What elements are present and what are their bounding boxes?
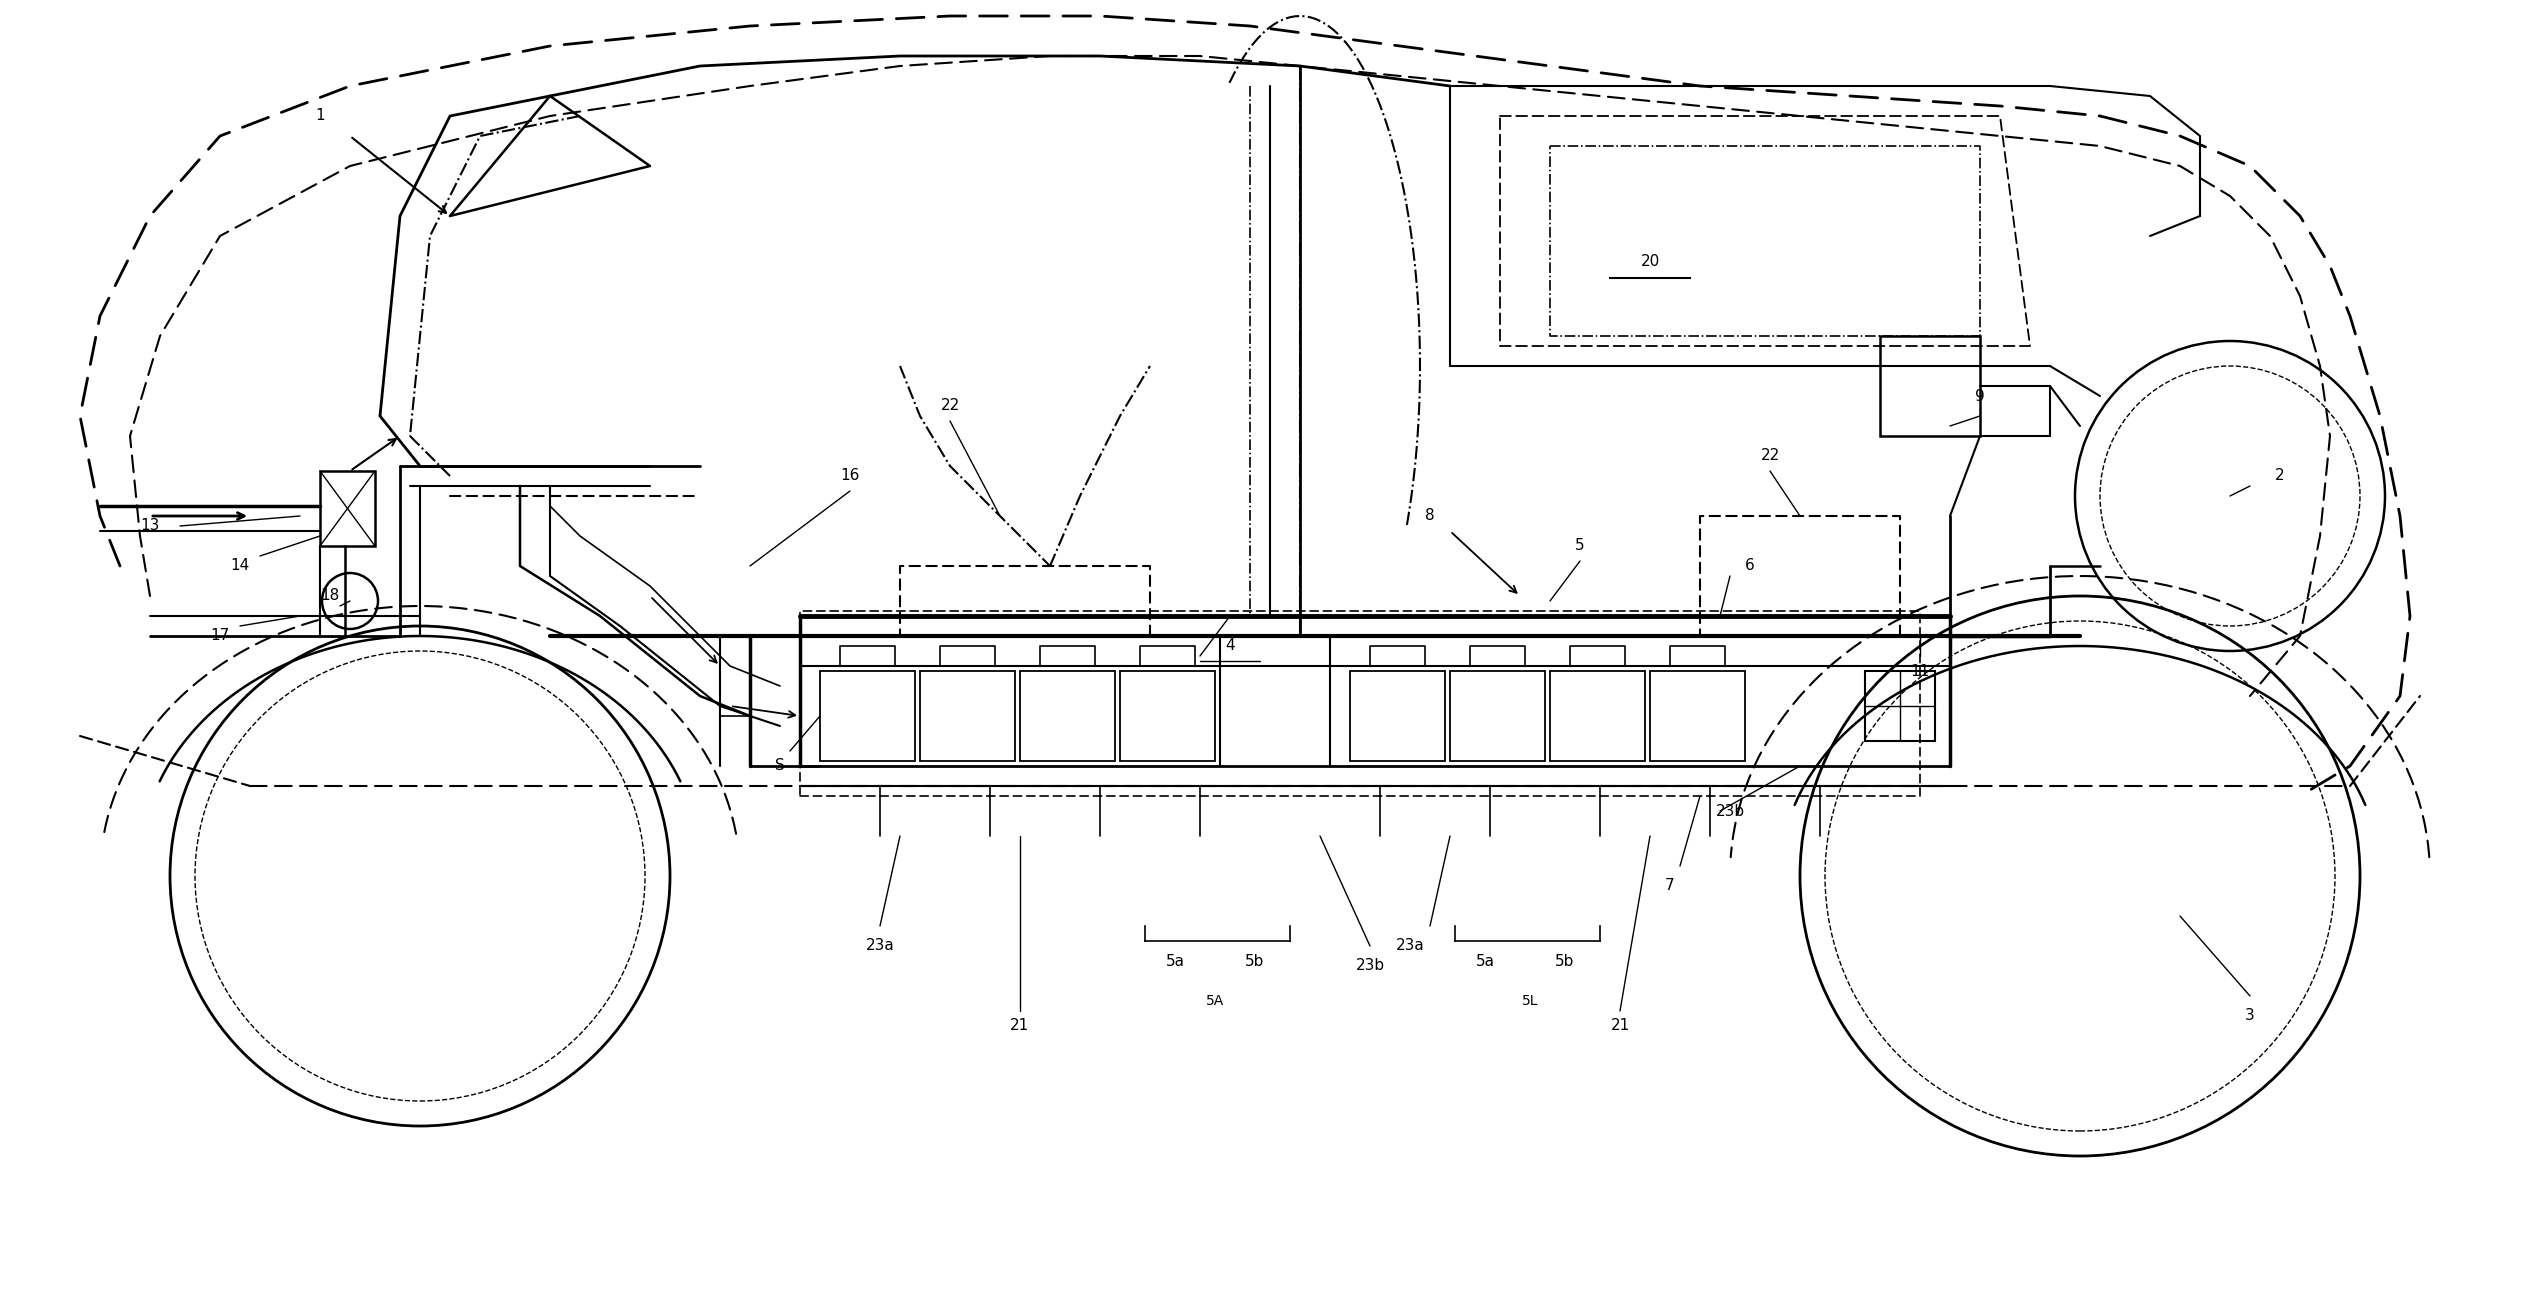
Text: 14: 14 [230, 558, 250, 574]
Text: 22: 22 [941, 399, 959, 413]
Bar [1451, 671, 1544, 761]
Text: 1: 1 [315, 108, 325, 124]
Bar [1120, 671, 1216, 761]
Text: 18: 18 [320, 588, 341, 604]
Text: 23a: 23a [865, 938, 893, 954]
Bar [1864, 671, 1935, 741]
Text: 11: 11 [1910, 663, 1930, 679]
Text: 16: 16 [840, 468, 860, 483]
Text: 20: 20 [1640, 254, 1660, 268]
Text: 23a: 23a [1395, 938, 1425, 954]
Text: 6: 6 [1746, 558, 1756, 574]
Bar [820, 671, 916, 761]
Bar [1019, 671, 1115, 761]
Text: 17: 17 [209, 629, 230, 644]
Text: 5b: 5b [1554, 954, 1574, 969]
Text: 5: 5 [1574, 538, 1584, 554]
Bar [1549, 671, 1645, 761]
Text: 3: 3 [2245, 1008, 2256, 1024]
Text: 21: 21 [1610, 1019, 1630, 1033]
Text: 23b: 23b [1355, 958, 1385, 974]
Text: 9: 9 [1976, 388, 1986, 404]
Text: S: S [775, 758, 785, 774]
Text: 5L: 5L [1521, 994, 1539, 1008]
Text: 4: 4 [1226, 638, 1234, 654]
Text: 2: 2 [2276, 468, 2286, 483]
Text: 8: 8 [1425, 508, 1436, 524]
Bar [921, 671, 1014, 761]
Bar [1650, 671, 1746, 761]
Bar [1350, 671, 1446, 761]
Text: 23b: 23b [1716, 804, 1743, 819]
Text: 21: 21 [1009, 1019, 1029, 1033]
Text: 7: 7 [1665, 879, 1675, 894]
Text: 5a: 5a [1476, 954, 1494, 969]
Text: 22: 22 [1761, 449, 1779, 463]
Text: 5a: 5a [1166, 954, 1183, 969]
Text: 5A: 5A [1206, 994, 1224, 1008]
Bar [320, 471, 376, 546]
Text: 5b: 5b [1246, 954, 1264, 969]
Bar [1880, 336, 1981, 436]
Text: 13: 13 [141, 519, 159, 533]
